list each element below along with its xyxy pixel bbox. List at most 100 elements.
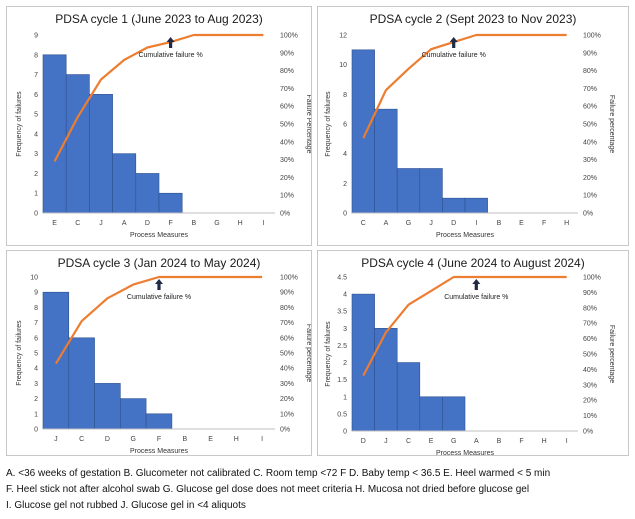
x-tick-label: G [214, 220, 219, 227]
y-tick-label: 0 [343, 429, 347, 436]
cumulative-line [362, 33, 567, 139]
y-tick-label: 7 [34, 72, 38, 79]
x-tick-label: E [52, 220, 57, 227]
y-tick-label: 8 [343, 92, 347, 99]
y2-tick-label: 80% [280, 68, 294, 75]
y2-tick-label: 100% [280, 275, 298, 282]
y2-tick-label: 70% [280, 86, 294, 93]
bar [464, 197, 488, 214]
y2-tick-label: 90% [583, 50, 597, 57]
x-tick-label: G [130, 436, 135, 443]
y-tick-label: 8 [34, 52, 38, 59]
bar [158, 192, 183, 214]
x-tick-label: H [234, 436, 239, 443]
bar [112, 153, 137, 214]
y-tick-label: 1 [34, 191, 38, 198]
x-tick-label: E [519, 220, 524, 227]
x-tick-label: F [519, 438, 523, 445]
chart-title: PDSA cycle 1 (June 2023 to Aug 2023) [55, 12, 262, 26]
x-tick-label: F [168, 220, 172, 227]
y2-tick-label: 90% [583, 290, 597, 297]
y2-axis-title: Failure percentage [608, 95, 615, 153]
y-axis-title: Frequency of failures [16, 320, 23, 386]
annotation-label: Cumulative failure % [444, 294, 508, 301]
y2-tick-label: 50% [280, 122, 294, 129]
y2-axis-title: Failure percentage [608, 325, 615, 383]
y-tick-label: 8 [34, 305, 38, 312]
annotation-label: Cumulative failure % [422, 52, 486, 59]
x-tick-label: H [542, 438, 547, 445]
x-tick-label: D [451, 220, 456, 227]
x-tick-label: B [497, 438, 502, 445]
y2-tick-label: 100% [583, 275, 601, 282]
x-tick-label: J [54, 436, 58, 443]
y-axis-title: Frequency of failures [16, 91, 23, 157]
y2-axis-title: Failure percentage [305, 324, 311, 382]
y2-tick-label: 70% [583, 86, 597, 93]
y-tick-label: 0 [343, 211, 347, 218]
bar [89, 94, 113, 214]
y-tick-label: 4 [343, 151, 347, 158]
chart-title: PDSA cycle 3 (Jan 2024 to May 2024) [58, 256, 261, 270]
y2-tick-label: 0% [280, 427, 290, 434]
chart-title: PDSA cycle 4 (June 2024 to August 2024) [361, 256, 584, 270]
bar [135, 173, 160, 214]
x-tick-label: I [261, 436, 263, 443]
y2-tick-label: 70% [583, 321, 597, 328]
x-tick-label: F [542, 220, 546, 227]
y2-tick-label: 30% [280, 157, 294, 164]
y-tick-label: 4 [343, 292, 347, 299]
bar [120, 398, 147, 430]
bar [68, 337, 95, 430]
y2-tick-label: 0% [583, 429, 593, 436]
x-tick-label: B [182, 436, 187, 443]
y-tick-label: 1 [34, 411, 38, 418]
bar [65, 74, 90, 214]
legend-line: A. <36 weeks of gestation B. Glucometer … [6, 468, 551, 479]
up-arrow-icon [155, 279, 163, 290]
y-tick-label: 0.5 [337, 411, 347, 418]
x-tick-label: I [566, 438, 568, 445]
x-tick-label: H [238, 220, 243, 227]
y2-tick-label: 10% [280, 193, 294, 200]
x-tick-label: I [475, 220, 477, 227]
x-tick-label: E [208, 436, 213, 443]
x-tick-label: D [361, 438, 366, 445]
cumulative-line [53, 33, 264, 162]
bar [351, 49, 375, 214]
y-tick-label: 9 [34, 290, 38, 297]
pareto-chart: PDSA cycle 2 (Sept 2023 to Nov 2023) 0 2 4 6… [325, 12, 615, 239]
x-tick-label: A [384, 220, 389, 227]
y2-tick-label: 80% [583, 68, 597, 75]
bar [396, 362, 421, 432]
bar [374, 108, 398, 214]
y-tick-label: 4.5 [337, 275, 347, 282]
y-tick-label: 5 [34, 112, 38, 119]
y2-tick-label: 100% [583, 33, 601, 40]
y-tick-label: 3.5 [337, 309, 347, 316]
y-tick-label: 6 [343, 122, 347, 129]
x-tick-label: A [122, 220, 127, 227]
bar [442, 396, 466, 432]
y2-tick-label: 10% [583, 413, 597, 420]
pareto-chart: PDSA cycle 1 (June 2023 to Aug 2023) 0 1 2 3… [16, 12, 311, 239]
bar [419, 168, 443, 214]
up-arrow-icon [166, 37, 175, 48]
y2-tick-label: 80% [583, 305, 597, 312]
y-tick-label: 2 [343, 181, 347, 188]
y2-tick-label: 40% [583, 139, 597, 146]
x-tick-label: G [406, 220, 411, 227]
y-tick-label: 2.5 [337, 343, 347, 350]
y-tick-label: 6 [34, 92, 38, 99]
y2-tick-label: 20% [280, 396, 294, 403]
bar [396, 168, 421, 214]
y2-tick-label: 40% [280, 139, 294, 146]
y2-tick-label: 50% [583, 122, 597, 129]
x-axis-title: Process Measures [436, 232, 494, 239]
y2-tick-label: 60% [280, 104, 294, 111]
y2-tick-label: 100% [280, 33, 298, 40]
y2-tick-label: 30% [583, 382, 597, 389]
x-tick-label: J [99, 220, 103, 227]
y-axis-title: Frequency of failures [325, 91, 332, 157]
x-tick-label: J [384, 438, 388, 445]
